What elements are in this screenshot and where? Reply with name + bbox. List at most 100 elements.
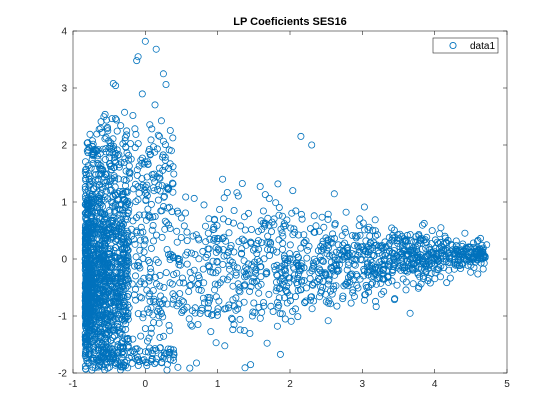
data-point [372,303,380,311]
data-point [148,349,156,357]
data-point [418,221,426,229]
data-point [143,192,151,200]
data-point [135,189,143,197]
data-point [364,271,372,279]
data-point [83,307,91,315]
data-point [144,348,152,356]
data-point [352,271,360,279]
data-point [140,248,148,256]
data-point [251,258,259,266]
data-point [248,277,256,285]
data-point [111,174,119,182]
data-point [160,193,168,201]
data-point [153,185,161,193]
data-point [82,158,90,166]
data-point [265,290,273,298]
data-point [101,350,109,358]
data-point [343,266,351,274]
data-point [89,316,97,324]
data-point [406,243,414,251]
data-point [166,127,174,135]
data-point [169,163,177,171]
data-point [163,219,171,227]
data-point [329,285,337,293]
data-point [88,195,96,203]
data-point [147,357,155,365]
data-point [398,241,406,249]
data-point [280,277,288,285]
data-point [160,332,168,340]
data-point [371,264,379,272]
data-point [210,234,218,242]
data-point [162,81,170,89]
data-point [278,229,286,237]
data-point [275,236,283,244]
data-point [169,180,177,188]
data-point [149,311,157,319]
data-point [380,265,388,273]
data-point [122,188,130,196]
data-point [137,236,145,244]
data-point [474,236,482,244]
data-point [124,342,132,350]
data-point [205,215,213,223]
data-point [196,309,204,317]
data-point [124,293,132,301]
data-point [185,315,193,323]
data-point [256,182,264,190]
data-point [247,225,255,233]
data-point [223,252,231,260]
data-point [234,192,242,200]
data-point [85,182,93,190]
data-point [246,329,254,337]
data-point [177,233,185,241]
data-point [149,237,157,245]
data-point [318,213,326,221]
data-point [149,221,157,229]
data-point [238,235,246,243]
data-point [223,276,231,284]
data-point [82,333,90,341]
data-point [214,245,222,253]
data-point [289,307,297,315]
data-point [123,198,131,206]
data-point [150,297,158,305]
data-point [356,215,364,223]
data-point [240,257,248,265]
data-point [353,281,361,289]
y-tick-label: -2 [58,369,67,380]
data-point [111,244,119,252]
data-point [96,334,104,342]
data-point [350,241,358,249]
data-point [141,348,149,356]
data-point [220,194,228,202]
data-point [281,271,289,279]
data-point [119,312,127,320]
data-point [343,244,351,252]
data-point [386,257,394,265]
data-point [105,154,113,162]
data-point [102,349,110,357]
data-point [344,253,352,261]
data-point [82,324,90,332]
data-point [442,239,450,247]
data-point [116,279,124,287]
data-point [87,316,95,324]
data-point [256,314,264,322]
data-point [480,252,488,260]
data-point [137,332,145,340]
data-point [178,308,186,316]
data-point [360,203,368,211]
data-point [106,305,114,313]
data-point [95,161,103,169]
data-point [423,253,431,261]
data-point [381,238,389,246]
data-point [197,286,205,294]
data-point [386,262,394,270]
data-point [446,259,454,267]
data-point [296,286,304,294]
data-point [419,275,427,283]
data-point [275,203,283,211]
axes-box [72,30,508,374]
data-point-outlier [133,57,141,65]
